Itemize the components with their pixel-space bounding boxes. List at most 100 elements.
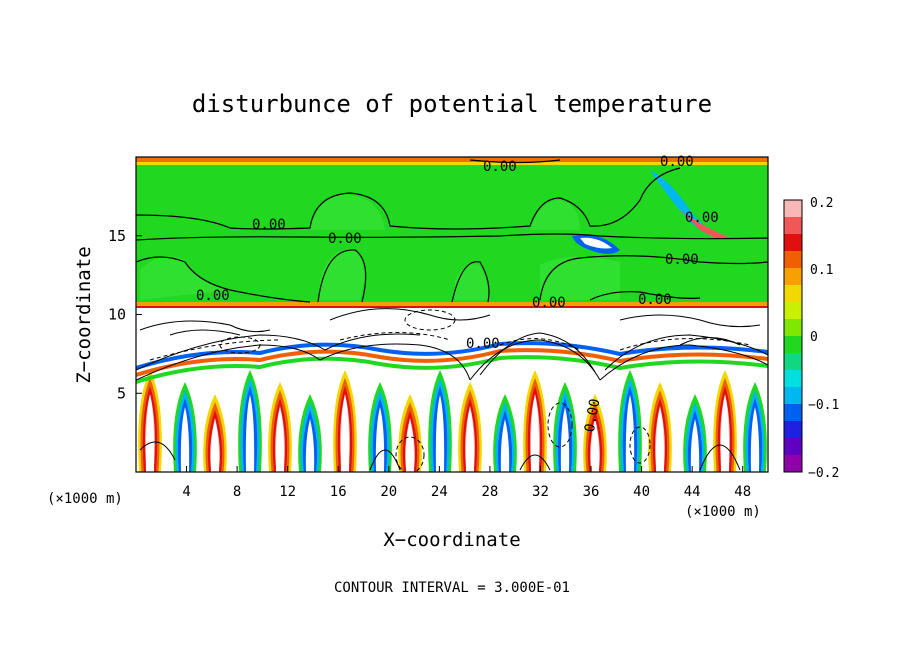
plume-core (180, 407, 190, 472)
plume-core (625, 395, 635, 472)
colorbar-labels: 0.2 0.1 0 −0.1 −0.2 (808, 196, 839, 481)
plume-core (465, 407, 475, 472)
x-tick-label: 20 (380, 484, 397, 500)
x-axis-unit-right: (×1000 m) (685, 504, 761, 520)
mid-layer-band (136, 355, 768, 384)
plume-core (690, 419, 700, 472)
x-tick-label: 28 (481, 484, 498, 500)
colorbar-swatch (784, 353, 802, 371)
mid-layer-band (136, 348, 768, 377)
upper-contours (136, 159, 768, 303)
x-axis-label: X−coordinate (383, 529, 520, 551)
plumes (136, 341, 768, 472)
colorbar (784, 200, 802, 473)
x-axis-unit-left: (×1000 m) (47, 491, 123, 507)
colorbar-swatch (784, 336, 802, 354)
plume-core (210, 419, 220, 472)
upper-blob (455, 264, 489, 300)
contour-label: 0.00 (582, 397, 604, 433)
x-tick-label: 8 (233, 484, 241, 500)
colorbar-swatch (784, 302, 802, 320)
plume-core (375, 407, 385, 472)
interface-strip-2 (136, 306, 768, 308)
upper-blob (540, 256, 620, 300)
plume-core (145, 395, 155, 472)
contour-interval-note: CONTOUR INTERVAL = 3.000E-01 (334, 580, 570, 596)
plume-core (340, 395, 350, 472)
plume-core (530, 395, 540, 472)
upper-anomaly (650, 170, 720, 237)
top-strip-2 (136, 162, 768, 165)
plume-core (560, 407, 570, 472)
plume-core (435, 395, 445, 472)
plume-core (750, 407, 760, 472)
contour-label: 0.00 (638, 292, 672, 308)
x-tick-label: 40 (633, 484, 650, 500)
upper-anomaly (680, 210, 730, 239)
colorbar-swatch (784, 387, 802, 405)
plume-core (720, 395, 730, 472)
colorbar-swatch (784, 234, 802, 252)
colorbar-label: 0.1 (810, 263, 833, 278)
plume-core (275, 407, 285, 472)
colorbar-swatch (784, 438, 802, 456)
lower-contours (136, 308, 768, 471)
x-tick-label: 36 (583, 484, 600, 500)
colorbar-swatch (784, 217, 802, 235)
plume-core (590, 419, 600, 472)
colorbar-swatch (784, 285, 802, 303)
plume-core (405, 419, 415, 472)
x-tick-label: 4 (182, 484, 190, 500)
colorbar-swatch (784, 421, 802, 439)
x-tick-label: 24 (431, 484, 448, 500)
contour-label: 0.00 (196, 288, 230, 304)
lower-contours-dashed (149, 309, 751, 472)
colorbar-swatch (784, 268, 802, 286)
colorbar-swatch (784, 319, 802, 337)
contour-label: 0.00 (665, 252, 699, 268)
contour-label: 0.00 (660, 154, 694, 170)
x-tick-label: 32 (532, 484, 549, 500)
interface-strip (136, 302, 768, 306)
x-tick-label: 44 (684, 484, 701, 500)
colorbar-label: −0.1 (808, 398, 839, 413)
y-tick-label: 5 (117, 384, 126, 402)
top-strip (136, 157, 768, 162)
y-axis: 5 10 15 (108, 227, 142, 402)
contour-label: 0.00 (328, 231, 362, 247)
contour-label: 0.00 (532, 295, 566, 311)
colorbar-swatch (784, 404, 802, 422)
chart-title: disturbunce of potential temperature (192, 90, 712, 118)
colorbar-swatch (784, 370, 802, 388)
upper-blob (140, 256, 230, 300)
colorbar-label: −0.2 (808, 466, 839, 481)
colorbar-swatch (784, 251, 802, 269)
y-axis-label: Z−coordinate (73, 246, 95, 383)
upper-blob (530, 200, 580, 230)
colorbar-label: 0.2 (810, 196, 833, 211)
plume-core (655, 407, 665, 472)
colorbar-label: 0 (810, 330, 818, 345)
y-tick-label: 10 (108, 306, 126, 324)
upper-blob (310, 194, 385, 230)
plot-area (136, 157, 768, 472)
colorbar-swatch (784, 455, 802, 473)
plume-core (245, 395, 255, 472)
colorbar-swatch (784, 200, 802, 218)
contour-label: 0.00 (466, 336, 500, 352)
plume-core (305, 419, 315, 472)
contour-label: 0.00 (483, 159, 517, 175)
x-axis: 4 8 12 16 20 24 28 32 36 40 44 48 (182, 466, 751, 500)
y-tick-label: 15 (108, 227, 126, 245)
x-tick-label: 12 (279, 484, 296, 500)
contour-label: 0.00 (252, 217, 286, 233)
contour-labels: 0.00 0.00 0.00 0.00 0.00 0.00 0.00 0.00 … (196, 154, 719, 433)
upper-zero-band (136, 157, 768, 305)
x-tick-label: 48 (734, 484, 751, 500)
upper-anomaly (580, 237, 612, 249)
colorbar-frame (783, 199, 803, 473)
x-tick-label: 16 (330, 484, 347, 500)
plume-core (500, 419, 510, 472)
contour-label: 0.00 (685, 210, 719, 226)
